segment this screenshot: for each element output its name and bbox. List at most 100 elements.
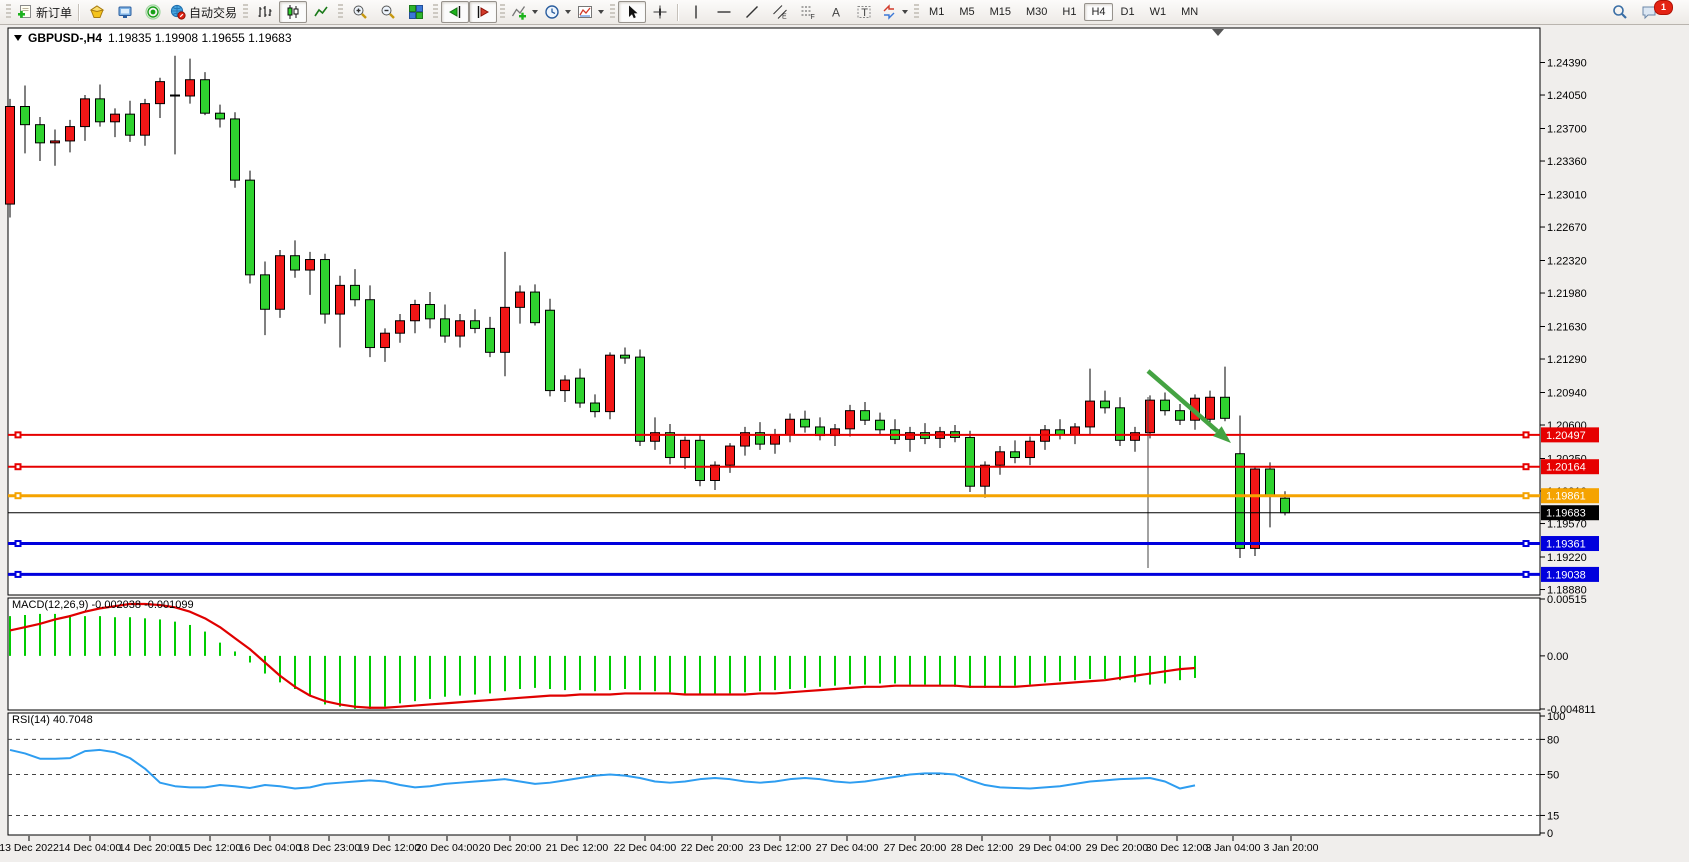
candle [965, 436, 975, 487]
candle [575, 377, 585, 404]
price-badge [1541, 505, 1599, 521]
down-arrow-annotation[interactable] [1146, 369, 1219, 433]
cursor-icon [629, 5, 638, 19]
rsi-line [9, 748, 1196, 790]
tf-button-mn[interactable]: MN [1181, 6, 1199, 18]
candle [5, 105, 15, 205]
toolbar-grip[interactable] [500, 4, 506, 20]
tf-button-m5[interactable]: M5 [959, 6, 975, 18]
tf-button-m30[interactable]: M30 [1026, 6, 1048, 18]
candle [1070, 426, 1080, 436]
toolbar-grip[interactable] [243, 4, 249, 20]
price-tick-label: 1.22670 [1547, 222, 1587, 234]
candle [20, 105, 30, 126]
terminal-icon [145, 4, 161, 20]
crosshair-tool-button[interactable] [646, 1, 674, 23]
time-label: 27 Dec 20:00 [884, 842, 947, 854]
line-chart-icon [314, 6, 328, 17]
channel-tool-button[interactable]: E [766, 1, 794, 23]
candle [980, 464, 990, 487]
new-order-button[interactable]: 新订单 [14, 1, 75, 23]
price-tick-label: 1.20940 [1547, 387, 1587, 399]
trendline-tool-button[interactable] [738, 1, 766, 23]
tile-windows-button[interactable] [402, 1, 430, 23]
toolbar-grip[interactable] [914, 4, 920, 20]
price-badge-label: 1.20497 [1546, 430, 1586, 442]
line-chart-mode-button[interactable] [307, 1, 335, 23]
candle [1235, 453, 1245, 549]
time-label: 13 Dec 2022 [0, 842, 59, 854]
horizontal-line-icon [717, 11, 731, 13]
candle [365, 299, 375, 349]
market-watch-button[interactable] [83, 1, 111, 23]
candle [275, 255, 285, 310]
tf-button-m15[interactable]: M15 [989, 6, 1011, 18]
candle [95, 98, 105, 123]
hline-handle-center [1524, 465, 1528, 469]
tf-button-m1[interactable]: M1 [929, 6, 945, 18]
candle [155, 81, 165, 105]
hline-handle-center [16, 542, 20, 546]
vertical-line-tool-button[interactable] [682, 1, 710, 23]
chevron-down-icon [14, 35, 22, 41]
candle [635, 356, 645, 442]
bar-chart-mode-button[interactable] [251, 1, 279, 23]
indicators-button[interactable] [508, 1, 541, 23]
arrows-tool-button[interactable] [878, 1, 911, 23]
tf-button-h1[interactable]: H1 [1062, 6, 1077, 18]
cursor-tool-button[interactable] [618, 1, 647, 23]
time-label: 22 Dec 20:00 [681, 842, 744, 854]
candle [1220, 396, 1230, 419]
macd-indicator-label: MACD(12,26,9) -0.002038 -0.001099 [12, 599, 194, 611]
candle [50, 140, 60, 144]
ohlc-values: 1.19835 1.19908 1.19655 1.19683 [108, 31, 292, 45]
chart-shift-button[interactable] [469, 1, 498, 23]
text-label-tool-button[interactable]: T [850, 1, 878, 23]
price-tick-label: 1.21980 [1547, 288, 1587, 300]
search-button[interactable] [1606, 1, 1634, 23]
zoom-in-button[interactable] [346, 1, 374, 23]
candle [410, 303, 420, 322]
toolbar-grip[interactable] [338, 4, 344, 20]
candle [1130, 432, 1140, 441]
tf-button-w1[interactable]: W1 [1149, 6, 1167, 18]
hline-handle-center [16, 433, 20, 437]
auto-scroll-button[interactable] [441, 1, 470, 23]
periods-button[interactable] [541, 1, 574, 23]
fibonacci-tool-button[interactable]: F [794, 1, 822, 23]
terminal-button[interactable] [139, 1, 167, 23]
toolbar-grip[interactable] [6, 4, 11, 20]
candlestick-mode-button[interactable] [279, 1, 308, 23]
search-icon [1613, 5, 1627, 19]
horizontal-line-tool-button[interactable] [710, 1, 738, 23]
candle [485, 327, 495, 353]
notifications-button[interactable]: 1 [1638, 0, 1682, 23]
candle [605, 354, 615, 413]
tf-button-h4[interactable]: H4 [1084, 3, 1113, 21]
candle [1265, 468, 1275, 497]
time-label: 21 Dec 12:00 [546, 842, 609, 854]
bar-chart-icon [258, 6, 272, 17]
time-label: 3 Jan 04:00 [1206, 842, 1261, 854]
tf-button-d1[interactable]: D1 [1120, 6, 1135, 18]
time-label: 27 Dec 04:00 [816, 842, 879, 854]
clock-icon [545, 5, 559, 19]
templates-button[interactable] [574, 1, 607, 23]
main-panel [7, 27, 1541, 596]
price-badge [1541, 566, 1599, 582]
candle [350, 284, 360, 301]
price-tick-label: 1.21630 [1547, 321, 1587, 333]
toolbar-grip[interactable] [433, 4, 439, 20]
svg-text:A: A [832, 6, 840, 20]
dropdown-caret [532, 10, 539, 14]
text-tool-button[interactable]: A [822, 1, 850, 23]
chart-shift-marker[interactable] [1212, 29, 1224, 36]
down-arrow-head[interactable] [1213, 426, 1231, 443]
candle [65, 126, 75, 142]
autotrading-button[interactable]: 自动交易 [167, 1, 240, 23]
candle [1160, 399, 1170, 412]
zoom-out-button[interactable] [374, 1, 402, 23]
toolbar-grip[interactable] [610, 4, 616, 20]
navigator-button[interactable] [111, 1, 139, 23]
